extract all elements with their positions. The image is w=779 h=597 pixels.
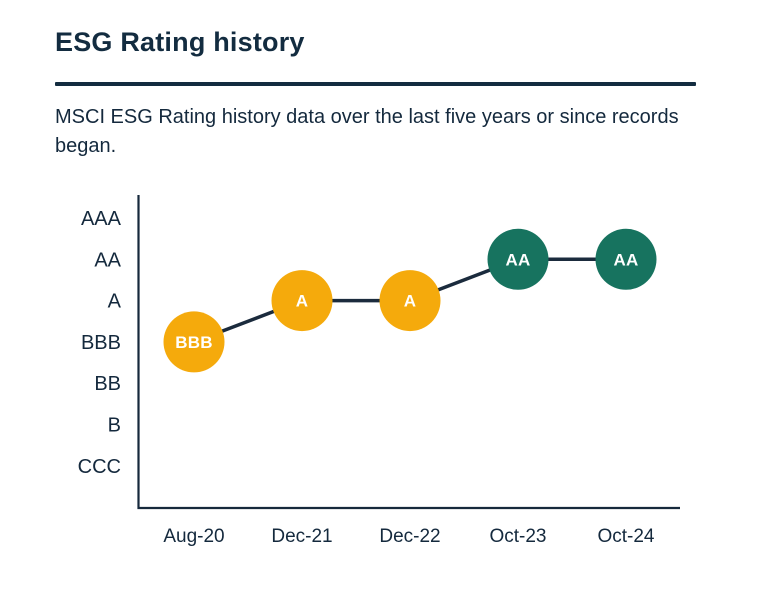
esg-chart-svg: AAAAAABBBBBBCCCBBBAug-20ADec-21ADec-22AA… <box>78 195 680 547</box>
page-title: ESG Rating history <box>55 27 305 57</box>
page-subtitle: MSCI ESG Rating history data over the la… <box>55 106 679 157</box>
axis-line <box>137 195 680 510</box>
x-axis-label: Dec-22 <box>379 526 440 547</box>
y-axis-label: A <box>108 291 122 313</box>
y-axis-label: AA <box>94 249 121 271</box>
x-axis-label: Oct-24 <box>597 526 654 547</box>
rating-marker-label: AA <box>506 250 531 269</box>
y-axis-label: CCC <box>78 456 121 478</box>
esg-rating-section: ESG Rating history MSCI ESG Rating histo… <box>0 27 779 570</box>
rating-marker <box>379 270 441 332</box>
rating-marker <box>271 270 333 332</box>
title-divider <box>55 82 696 87</box>
rating-marker <box>595 228 657 290</box>
y-axis-label: BBB <box>81 332 121 354</box>
rating-marker <box>163 311 225 373</box>
rating-marker-label: A <box>296 292 308 311</box>
x-axis-label: Aug-20 <box>163 526 224 547</box>
rating-marker <box>487 228 549 290</box>
rating-marker-label: BBB <box>175 333 212 352</box>
y-axis-label: B <box>108 415 121 437</box>
x-axis-label: Dec-21 <box>271 526 332 547</box>
rating-marker-label: A <box>404 292 416 311</box>
esg-rating-chart: AAA AA A BBB BB B CCC BBB Aug-20 A Dec-21 A Dec-22 AA… <box>0 170 779 570</box>
y-axis-label: BB <box>94 373 121 395</box>
rating-marker-label: AA <box>614 250 639 269</box>
y-axis-label: AAA <box>81 208 122 230</box>
x-axis-label: Oct-23 <box>489 526 546 547</box>
